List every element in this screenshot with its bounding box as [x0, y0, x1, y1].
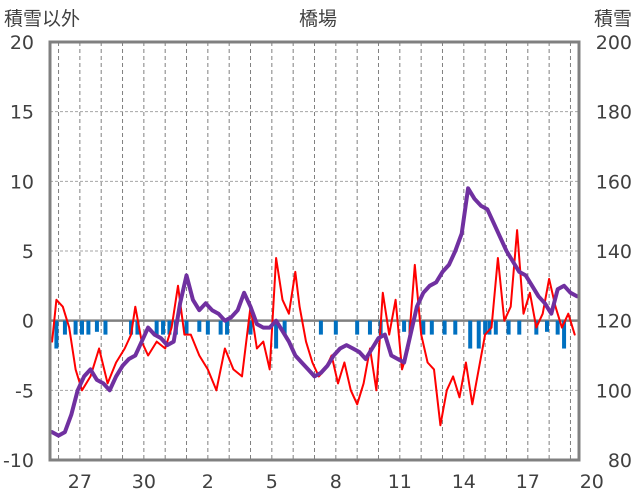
precipitation-bar: [184, 320, 189, 335]
x-tick-label: 14: [452, 471, 476, 493]
precipitation-bar: [154, 320, 159, 335]
precipitation-bar: [79, 320, 84, 335]
precipitation-bar: [493, 320, 498, 335]
left-axis-ticks: -10 -5 0 5 10 15 20: [3, 32, 34, 472]
precipitation-bar: [476, 320, 481, 349]
precipitation-bar: [205, 320, 210, 335]
precipitation-bar: [468, 320, 473, 349]
left-tick-label: 20: [10, 32, 34, 54]
precipitation-bar: [62, 320, 67, 335]
right-tick-label: 140: [596, 241, 632, 263]
precipitation-bar: [453, 320, 458, 335]
chart-title: 橋場: [299, 8, 337, 30]
precipitation-bar: [161, 320, 166, 335]
precipitation-bar: [218, 320, 223, 335]
precipitation-bars: [54, 320, 567, 349]
precipitation-bar: [86, 320, 91, 335]
precipitation-bar: [333, 320, 338, 335]
left-tick-label: 10: [10, 171, 34, 193]
x-tick-label: 27: [68, 471, 92, 493]
precipitation-bar: [54, 320, 59, 349]
precipitation-bar: [248, 320, 253, 335]
precipitation-bar: [562, 320, 567, 349]
left-tick-label: 5: [22, 241, 34, 263]
precipitation-bar: [402, 320, 407, 332]
plot-frame: [48, 40, 581, 462]
x-tick-label: 17: [516, 471, 540, 493]
right-tick-label: 180: [596, 102, 632, 124]
right-axis-ticks: 80 100 120 140 160 180 200: [596, 32, 632, 472]
precipitation-bar: [129, 320, 134, 335]
precipitation-bar: [442, 320, 447, 335]
grid: [50, 42, 579, 460]
right-tick-label: 200: [596, 32, 632, 54]
precipitation-bar: [517, 320, 522, 335]
right-tick-label: 120: [596, 311, 632, 333]
precipitation-bar: [135, 320, 140, 335]
precipitation-bar: [506, 320, 511, 335]
left-tick-label: 15: [10, 102, 34, 124]
x-tick-label: 11: [388, 471, 412, 493]
precipitation-bar: [555, 320, 560, 335]
left-tick-label: -10: [3, 450, 34, 472]
right-axis-label: 積雪: [594, 8, 632, 30]
precipitation-bar: [355, 320, 360, 335]
snow-depth-line: [50, 186, 579, 438]
precipitation-bar: [225, 320, 230, 335]
series-lines: [50, 186, 579, 438]
precipitation-bar: [421, 320, 426, 335]
x-axis-ticks: 27302581114172023: [68, 471, 604, 493]
precipitation-bar: [545, 320, 550, 332]
left-tick-label: -5: [15, 380, 34, 402]
x-tick-label: 8: [330, 471, 342, 493]
precipitation-bar: [197, 320, 202, 332]
x-tick-label: 30: [132, 471, 156, 493]
precipitation-bar: [318, 320, 323, 335]
precipitation-bar: [167, 320, 172, 335]
precipitation-bar: [429, 320, 434, 335]
x-tick-label: 2: [202, 471, 214, 493]
precipitation-bar: [483, 320, 488, 335]
precipitation-bar: [487, 320, 492, 335]
precipitation-bar: [103, 320, 108, 335]
x-tick-label: 20: [580, 471, 604, 493]
right-tick-label: 100: [596, 380, 632, 402]
left-tick-label: 0: [22, 311, 34, 333]
precipitation-bar: [274, 320, 279, 349]
precipitation-bar: [94, 320, 99, 332]
left-axis-label: 積雪以外: [4, 8, 80, 30]
x-tick-label: 5: [266, 471, 278, 493]
right-tick-label: 160: [596, 171, 632, 193]
precipitation-bar: [367, 320, 372, 335]
precipitation-bar: [73, 320, 78, 335]
right-tick-label: 80: [608, 450, 632, 472]
precipitation-bar: [282, 320, 287, 335]
